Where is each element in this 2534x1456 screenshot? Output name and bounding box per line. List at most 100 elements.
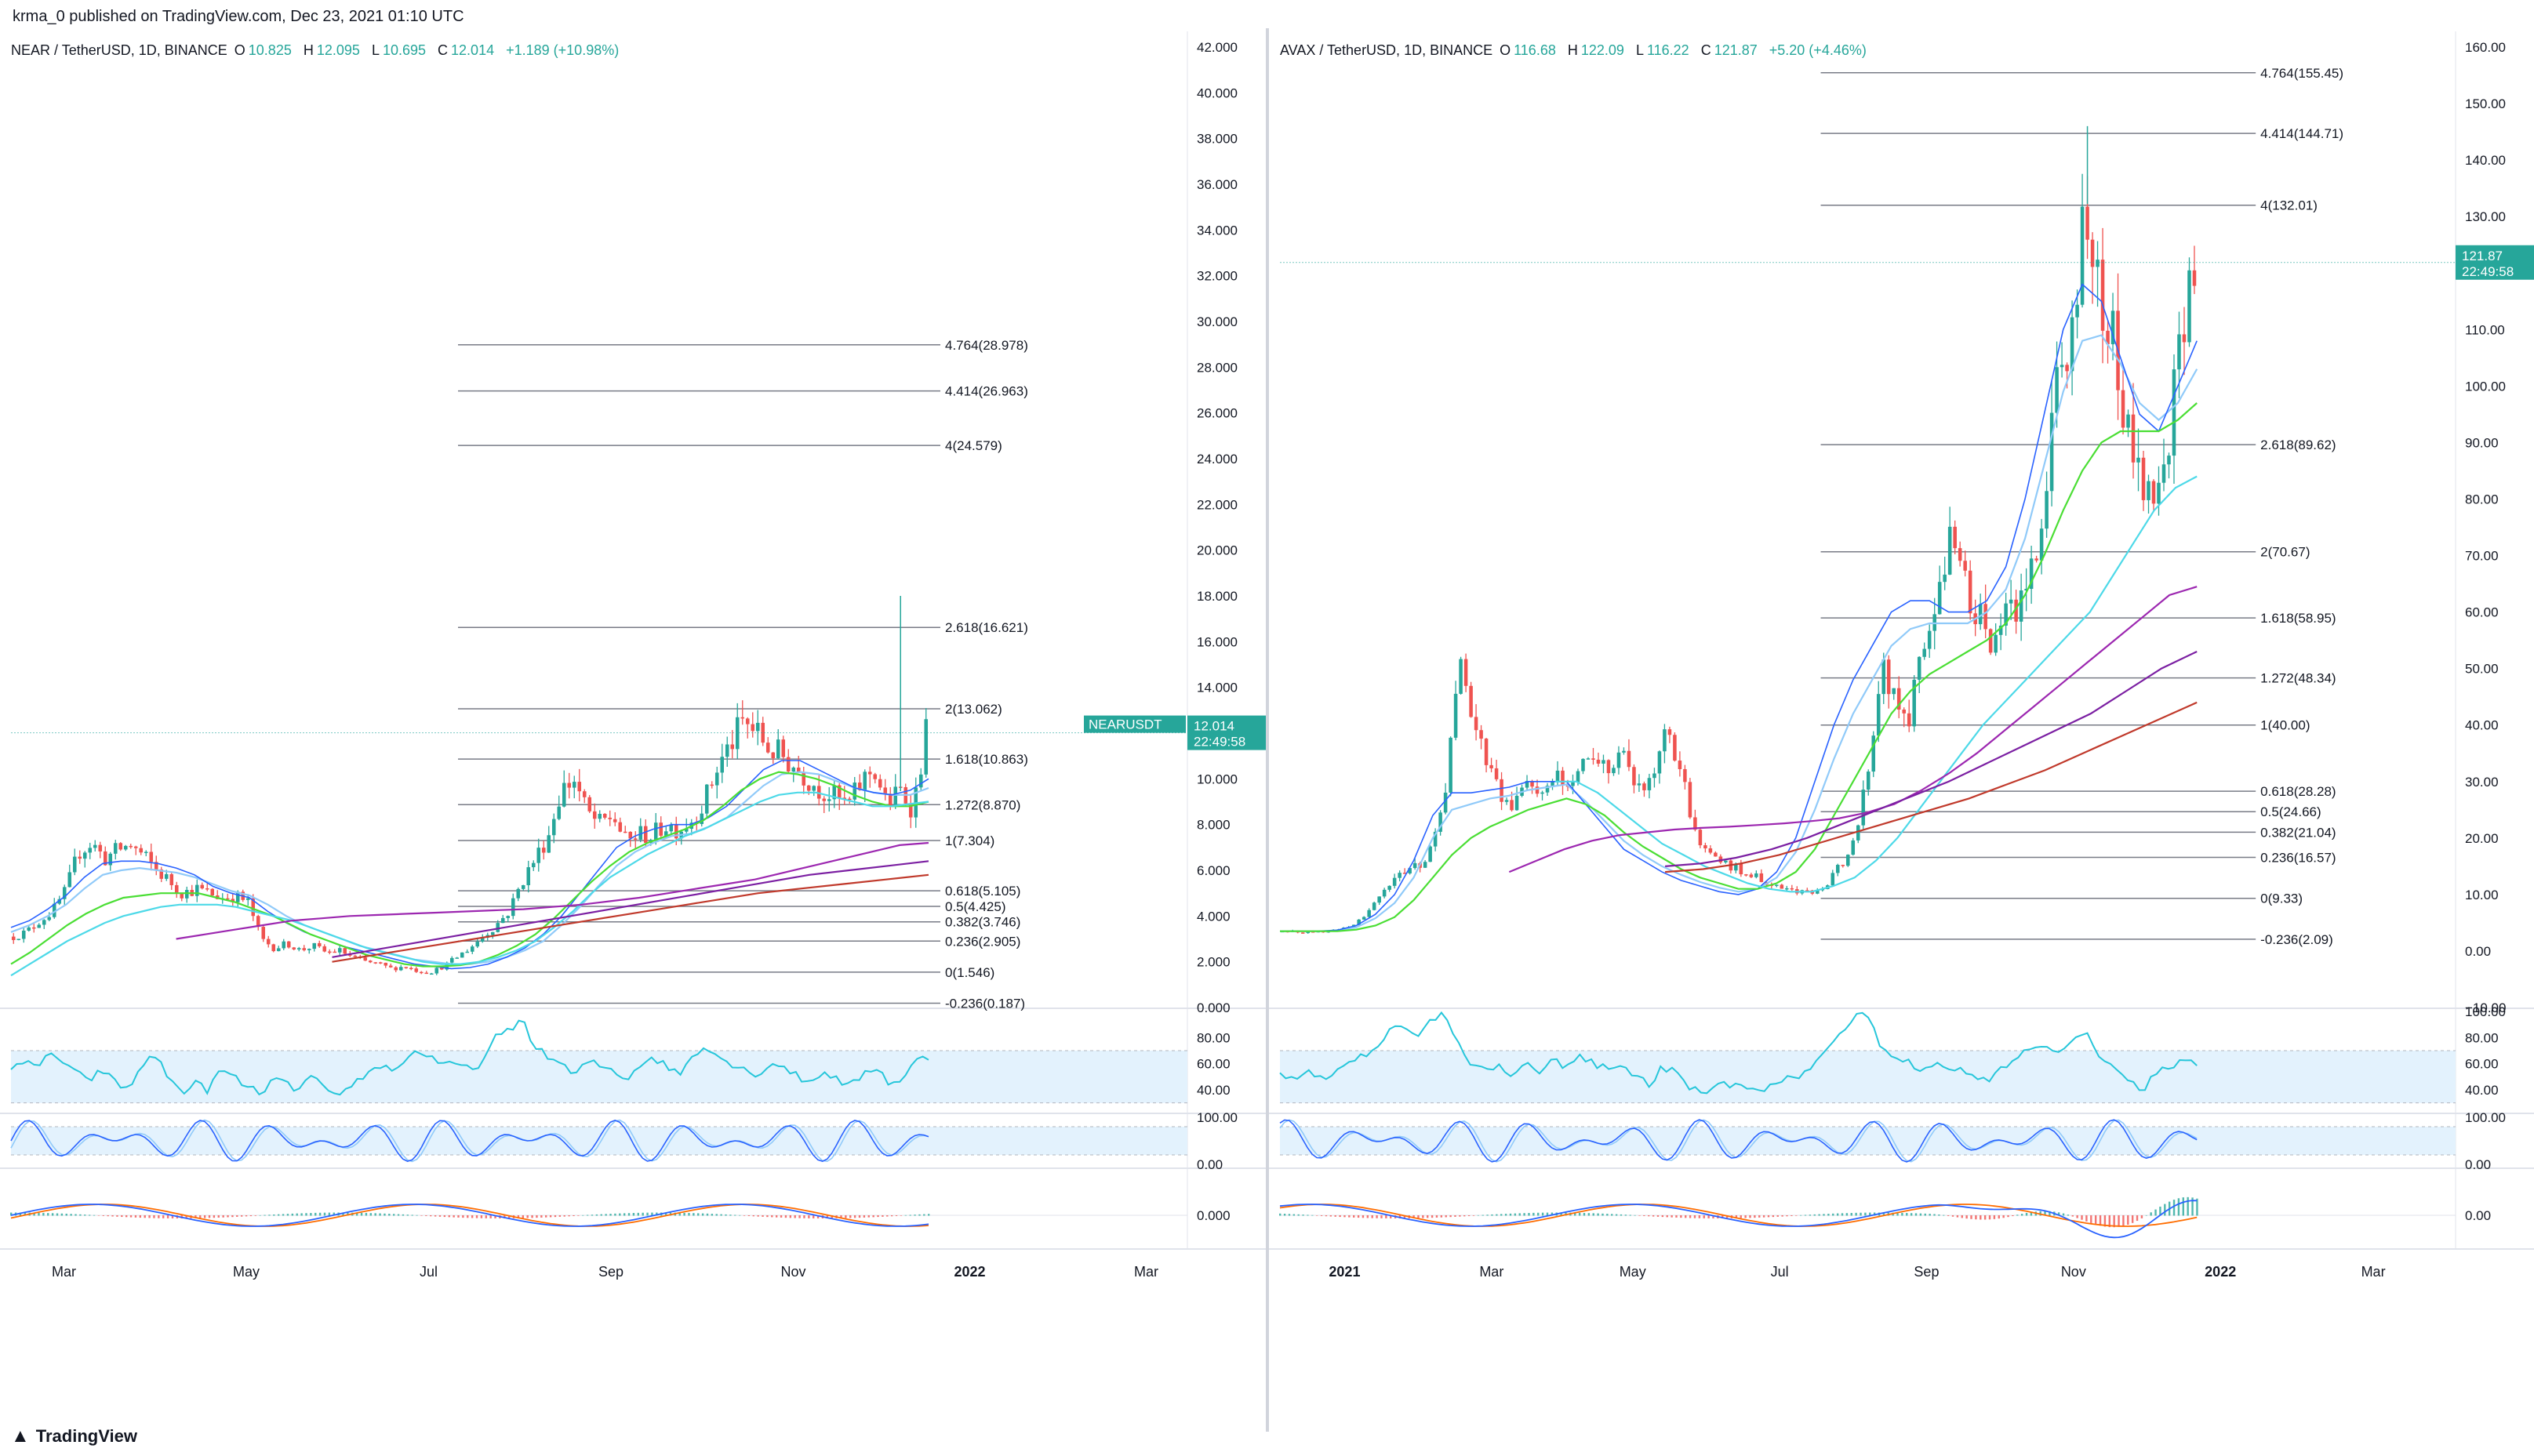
macd-histogram-bar	[1698, 1215, 1701, 1218]
panel-divider[interactable]	[1266, 28, 1269, 1432]
macd-histogram-bar	[443, 1215, 446, 1218]
macd-histogram-bar	[890, 1215, 893, 1217]
time-axis-label: Mar	[1479, 1264, 1503, 1280]
macd-histogram-bar	[558, 1215, 562, 1217]
macd-histogram-bar	[1855, 1212, 1857, 1216]
macd-histogram-bar	[651, 1212, 653, 1216]
candle-body	[475, 942, 480, 947]
candle-body	[867, 772, 872, 775]
macd-histogram-bar	[895, 1215, 898, 1216]
candle-body	[180, 892, 184, 899]
macd-histogram-bar	[2025, 1212, 2028, 1216]
candle-body	[2182, 334, 2187, 343]
price-axis-tick: 90.00	[2465, 435, 2499, 450]
fib-level-label: 4.764(155.45)	[2260, 66, 2343, 81]
macd-histogram-bar	[1528, 1213, 1530, 1216]
macd-histogram-bar	[867, 1215, 870, 1218]
candle-body	[2085, 206, 2089, 240]
candle-body	[2151, 481, 2156, 504]
candle-body	[643, 826, 648, 843]
candle-body	[2045, 491, 2049, 529]
macd-histogram-bar	[1832, 1213, 1834, 1216]
candle-body	[1387, 885, 1391, 890]
candle-body	[796, 768, 801, 773]
candle-body	[1423, 862, 1427, 868]
candle-body	[745, 718, 750, 724]
candle-body	[210, 888, 215, 896]
macd-histogram-bar	[236, 1215, 238, 1217]
macd-histogram-bar	[1762, 1215, 1765, 1218]
macd-histogram-bar	[1836, 1213, 1839, 1216]
macd-histogram-bar	[1685, 1215, 1687, 1218]
macd-histogram-bar	[388, 1214, 391, 1216]
candle-body	[2141, 457, 2146, 500]
macd-histogram-bar	[1334, 1215, 1336, 1217]
macd-histogram-bar	[448, 1215, 450, 1218]
price-tag-value: 121.87	[2462, 249, 2503, 263]
macd-histogram-bar	[2127, 1215, 2129, 1225]
time-axis-label: Jul	[1771, 1264, 1789, 1280]
stoch-band	[11, 1127, 1187, 1155]
candle-body	[1892, 688, 1896, 695]
macd-histogram-bar	[249, 1215, 253, 1217]
candle-body	[434, 968, 439, 974]
candle-body	[857, 782, 862, 790]
macd-histogram-bar	[1357, 1215, 1360, 1218]
macd-histogram-bar	[1910, 1213, 1913, 1216]
near-chart-panel[interactable]: 42.000 40.000 38.000 36.000 34.000 32.000 30.0…	[0, 31, 1266, 1427]
macd-histogram-bar	[526, 1215, 529, 1218]
candle-body	[439, 968, 444, 970]
candle-body	[582, 791, 587, 797]
candle-body	[1500, 779, 1503, 802]
price-axis-tick: 80.00	[2465, 492, 2499, 507]
candle-body	[1866, 772, 1871, 790]
macd-histogram-bar	[1744, 1215, 1747, 1218]
rsi-band	[11, 1051, 1187, 1103]
price-axis-tick: 0.00	[2465, 944, 2491, 959]
macd-histogram-bar	[65, 1213, 67, 1216]
high-label: H	[303, 42, 314, 58]
tradingview-footer[interactable]: ▲ TradingView	[11, 1425, 137, 1447]
macd-histogram-bar	[227, 1215, 229, 1218]
candle-body	[169, 873, 174, 885]
candle-body	[1591, 758, 1595, 760]
near-chart-svg[interactable]: 42.000 40.000 38.000 36.000 34.000 32.000 30.0…	[0, 31, 1266, 1427]
macd-histogram-bar	[1634, 1215, 1636, 1216]
macd-histogram-bar	[1818, 1214, 1820, 1216]
candle-body	[735, 717, 740, 750]
macd-histogram-bar	[803, 1215, 805, 1218]
macd-histogram-bar	[264, 1215, 266, 1216]
candle-body	[1922, 648, 1926, 657]
macd-histogram-bar	[1279, 1213, 1282, 1216]
macd-histogram-bar	[1845, 1213, 1849, 1216]
price-axis-tick: 40.000	[1197, 85, 1238, 100]
avax-chart-svg[interactable]: 160.00150.00140.00130.00120.00110.00100.…	[1269, 31, 2534, 1427]
candle-body	[765, 743, 770, 753]
macd-histogram-bar	[1509, 1213, 1512, 1216]
candle-body	[337, 948, 342, 953]
avax-chart-panel[interactable]: 160.00150.00140.00130.00120.00110.00100.…	[1269, 31, 2534, 1427]
macd-histogram-bar	[462, 1215, 464, 1218]
macd-histogram-bar	[213, 1215, 216, 1218]
macd-histogram-bar	[2159, 1206, 2161, 1216]
macd-histogram-bar	[1666, 1215, 1668, 1218]
candle-body	[1673, 735, 1677, 761]
rsi-axis-tick: 100.00	[2465, 1004, 2506, 1019]
macd-histogram-bar	[762, 1215, 764, 1217]
candle-body	[1754, 873, 1758, 877]
macd-histogram-bar	[573, 1215, 575, 1216]
candle-body	[761, 722, 765, 743]
macd-histogram-bar	[1353, 1215, 1355, 1218]
macd-histogram-bar	[734, 1215, 736, 1216]
candle-body	[802, 772, 806, 786]
macd-histogram-bar	[1403, 1215, 1406, 1218]
macd-histogram-bar	[485, 1215, 487, 1218]
rsi-axis-tick: 80.00	[1197, 1030, 1231, 1045]
candle-body	[1785, 888, 1789, 890]
candle-body	[878, 779, 882, 788]
macd-histogram-bar	[134, 1215, 137, 1218]
price-axis-tick: 50.00	[2465, 662, 2499, 677]
candle-body	[256, 916, 260, 928]
candle-body	[816, 786, 821, 799]
macd-histogram-bar	[609, 1214, 612, 1216]
